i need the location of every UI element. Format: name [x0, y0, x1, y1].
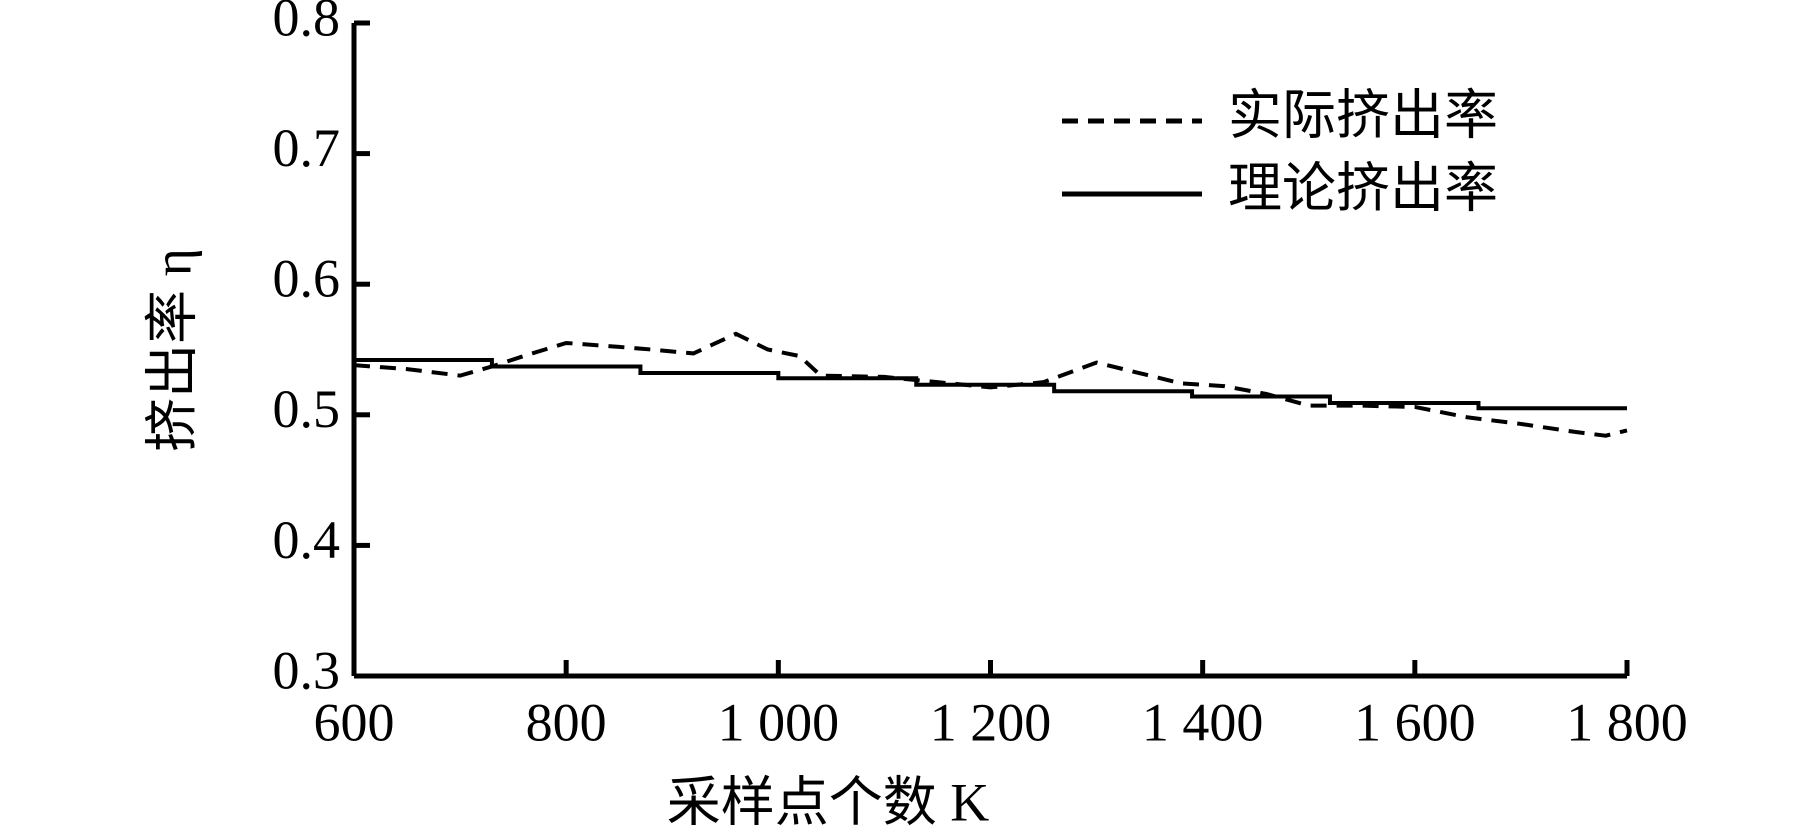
y-axis-label: 挤出率 η: [142, 248, 202, 452]
y-tick-label: 0.3: [273, 640, 341, 700]
y-tick-label: 0.8: [273, 0, 341, 47]
x-tick-label: 1 200: [930, 692, 1052, 752]
y-tick-label: 0.4: [273, 510, 341, 570]
x-tick-label: 1 800: [1566, 692, 1688, 752]
x-tick-label: 800: [526, 692, 607, 752]
x-tick-label: 600: [314, 692, 395, 752]
series-line: [354, 357, 1627, 411]
x-axis-label: 采样点个数 K: [667, 772, 990, 832]
y-tick-label: 0.7: [273, 118, 341, 178]
legend-label: 实际挤出率: [1228, 85, 1498, 145]
x-tick-label: 1 400: [1142, 692, 1264, 752]
x-tick-label: 1 000: [718, 692, 840, 752]
x-tick-label: 1 600: [1354, 692, 1476, 752]
legend-label: 理论挤出率: [1228, 158, 1498, 218]
y-tick-label: 0.5: [273, 379, 341, 439]
y-tick-label: 0.6: [273, 249, 341, 309]
